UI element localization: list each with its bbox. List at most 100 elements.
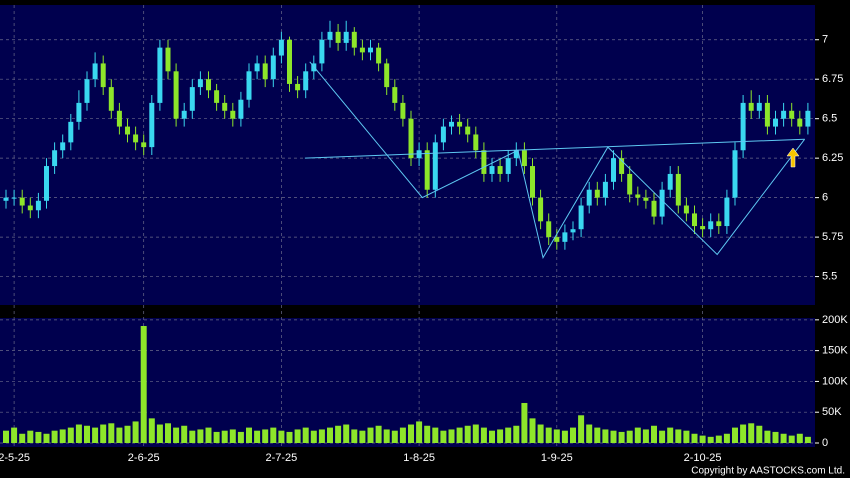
volume-bar	[116, 427, 123, 443]
candle-body	[295, 83, 301, 91]
candle-body	[594, 189, 600, 198]
x-tick-label: 2-5-25	[0, 452, 30, 464]
candle-body	[84, 79, 90, 103]
candle-body	[505, 158, 511, 174]
volume-bar	[472, 424, 479, 443]
volume-bar	[578, 415, 585, 443]
volume-bar	[351, 429, 358, 443]
volume-bar	[618, 431, 625, 443]
volume-bar	[610, 430, 617, 443]
candle-body	[659, 189, 665, 217]
candle-body	[60, 142, 66, 151]
x-tick-label: 2-7-25	[266, 452, 298, 464]
volume-bar	[246, 427, 252, 443]
y-tick-label: 100K	[822, 375, 848, 387]
volume-bar	[11, 427, 18, 443]
candle-body	[424, 150, 430, 190]
candle-body	[465, 126, 471, 135]
candle-body	[773, 118, 778, 127]
volume-bar	[553, 429, 560, 443]
candle-body	[52, 150, 58, 167]
candle-body	[222, 102, 228, 111]
candle-body	[651, 200, 657, 217]
candle-body	[586, 189, 592, 206]
volume-bar	[699, 435, 706, 443]
candle-body	[708, 221, 714, 230]
candle-body	[400, 102, 406, 119]
volume-bar	[464, 425, 471, 443]
volume-bar	[84, 425, 90, 443]
y-tick-label: 7	[822, 34, 828, 46]
volume-bar	[497, 429, 504, 443]
volume-bar	[723, 433, 730, 443]
candle-body	[149, 102, 155, 148]
candle-body	[789, 110, 795, 119]
volume-bar	[691, 433, 698, 443]
volume-bar	[505, 427, 512, 443]
candle-body	[335, 31, 341, 43]
volume-bar	[804, 436, 811, 443]
candle-body	[473, 134, 479, 151]
volume-bar	[732, 427, 738, 443]
volume-bar	[165, 423, 171, 443]
candle-body	[319, 39, 325, 64]
volume-bar	[456, 427, 463, 443]
y-tick-label: 200K	[822, 314, 848, 326]
candle-body	[376, 47, 382, 64]
volume-bar	[132, 421, 139, 443]
candle-body	[3, 197, 9, 201]
volume-bar	[796, 433, 803, 443]
candle-body	[68, 121, 74, 143]
volume-bar	[586, 424, 593, 443]
volume-bar	[197, 429, 204, 443]
volume-bar	[294, 429, 301, 443]
x-tick-label: 2-6-25	[128, 452, 160, 464]
candle-body	[611, 158, 616, 182]
x-tick-label: 2-10-25	[684, 452, 722, 464]
volume-bar	[221, 430, 228, 443]
candle-body	[554, 237, 560, 242]
candle-body	[19, 197, 25, 206]
candle-body	[732, 150, 738, 198]
y-tick-label: 150K	[822, 345, 848, 357]
candle-body	[440, 126, 446, 143]
candle-body	[368, 47, 373, 53]
candle-body	[643, 197, 649, 201]
y-tick-label: 6.75	[822, 73, 843, 85]
candle-body	[303, 71, 309, 91]
volume-bar	[416, 421, 423, 443]
candle-body	[530, 166, 535, 198]
pattern-line	[309, 61, 806, 259]
volume-bar	[59, 429, 66, 443]
volume-bar	[772, 431, 779, 443]
candle-body	[716, 221, 722, 227]
candle-body	[748, 102, 754, 111]
candle-body	[627, 173, 633, 195]
volume-bar	[205, 427, 212, 443]
volume-bar	[278, 430, 285, 443]
volume-bar	[27, 430, 34, 443]
candle-body	[683, 205, 689, 214]
volume-bar	[626, 430, 633, 443]
volume-bar	[391, 430, 398, 443]
candle-body	[675, 173, 681, 206]
volume-bar	[35, 431, 42, 443]
volume-bar	[310, 430, 317, 443]
candle-body	[287, 39, 292, 84]
volume-bar	[480, 427, 487, 443]
volume-bar	[148, 418, 155, 443]
volume-bar	[262, 429, 269, 443]
volume-bar	[756, 425, 763, 443]
volume-bar	[108, 423, 115, 443]
volume-bar	[513, 425, 520, 443]
candle-body	[181, 110, 187, 119]
copyright: Copyright by AASTOCKS.com Ltd.	[691, 466, 845, 477]
volume-bar	[440, 430, 447, 443]
candle-body	[481, 150, 487, 174]
candle-body	[578, 205, 584, 230]
volume-bar	[75, 424, 82, 443]
candle-body	[700, 226, 706, 230]
candle-body	[92, 63, 98, 80]
candle-body	[805, 110, 811, 127]
